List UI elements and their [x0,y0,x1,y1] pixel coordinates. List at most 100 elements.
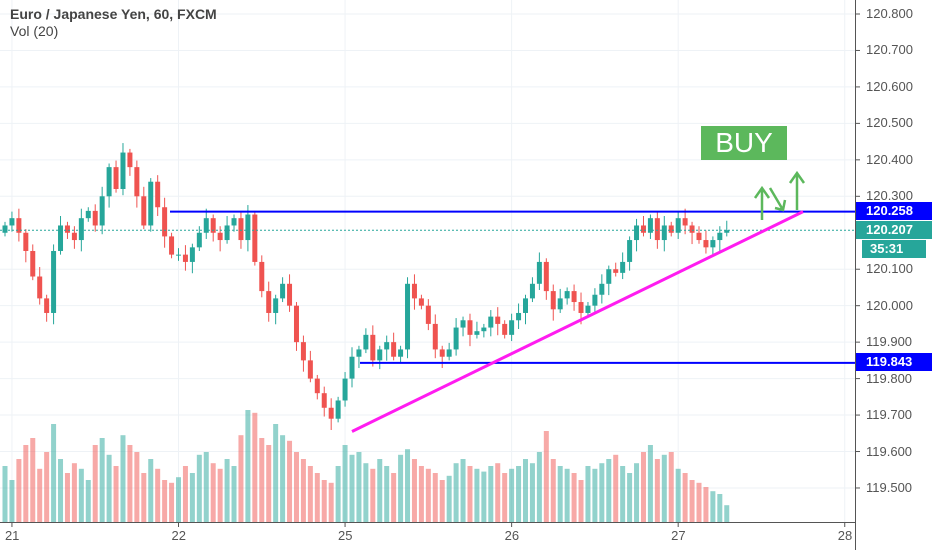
x-tick-label: 25 [338,528,353,543]
volume-bar [460,459,466,522]
volume-bar [606,459,612,522]
volume-bar [640,452,646,522]
candle-body [613,269,619,273]
candle-body [703,240,709,248]
volume-bar [536,452,542,522]
candle-body [293,305,299,343]
candle-body [92,210,98,226]
candle-body [509,320,515,335]
y-tick-label: 119.600 [866,443,913,459]
candle-body [543,261,549,292]
volume-bar [724,505,730,522]
volume-bar [280,435,286,522]
volume-bar [238,435,244,522]
volume-bar [51,424,57,522]
candle-body [474,331,480,335]
candle-body [356,349,362,357]
candle-body [536,261,542,284]
candle-body [127,152,133,168]
volume-bar [509,468,515,522]
candle-body [467,320,473,335]
volume-bar [196,454,202,522]
candle-body [245,214,251,241]
candle-body [585,305,591,313]
volume-bar [189,473,195,522]
candle-body [647,218,653,233]
y-tick-label: 120.100 [866,261,913,277]
volume-bar [418,466,424,522]
volume-bar [162,480,168,522]
y-tick-label: 119.700 [866,407,913,423]
candle-body [335,400,341,419]
candle-body [203,218,209,233]
candle-body [439,349,445,357]
volume-bar [141,473,147,522]
resistance-price-tag: 120.258 [856,202,932,220]
candle-body [488,316,494,328]
volume-bar [58,459,64,522]
volume-bar [203,452,209,522]
volume-bar [155,468,161,522]
candle-body [238,218,244,241]
candle-body [599,283,605,295]
volume-bar [446,475,452,522]
volume-bar [328,482,334,522]
y-tick-label: 120.000 [866,297,913,313]
volume-bar [293,452,299,522]
x-tick-label: 26 [504,528,520,543]
volume-bar [224,459,230,522]
candle-body [148,181,154,226]
volume-bar [398,454,404,522]
volume-bar [467,466,473,522]
x-tick-label: 28 [837,528,853,543]
volume-bar [169,482,175,522]
candle-body [391,342,397,357]
volume-bar [148,459,154,522]
candle-body [99,196,105,226]
candle-body [529,283,535,299]
volume-bar [92,445,98,522]
candle-body [113,167,119,190]
candle-body [231,218,237,226]
candle-body [37,276,43,299]
volume-bar [495,463,501,522]
candle-body [592,294,598,306]
candle-body [78,218,84,241]
candle-body [2,225,8,233]
candle-body [162,207,168,237]
candle-body [425,305,431,324]
volume-bar [523,459,528,522]
candle-body [557,298,563,310]
candle-body [571,291,577,303]
volume-indicator-label: Vol (20) [10,23,59,39]
volume-bar [675,468,681,522]
volume-bar [453,463,459,522]
volume-bar [23,445,29,522]
volume-bar [405,449,411,522]
volume-bar [231,466,237,522]
volume-bar [411,459,417,522]
down-arrow-icon [768,187,787,212]
volume-bar [432,473,438,522]
volume-bar [474,468,480,522]
volume-bar [64,473,70,522]
volume-bar [321,480,327,522]
candle-body [169,236,175,255]
volume-bar [9,480,15,522]
candle-body [620,261,626,273]
volume-bar [599,463,605,522]
volume-bar [113,466,119,522]
candle-body [717,232,723,241]
volume-bar [550,459,556,522]
y-tick-label: 119.500 [866,479,913,495]
candle-body [273,298,279,313]
volume-bar [314,473,320,522]
volume-bar [2,466,8,522]
volume-bar [356,452,362,522]
candle-body [370,334,376,361]
candle-body [453,327,459,350]
volume-bar [300,459,306,522]
x-tick-label: 21 [4,528,20,543]
